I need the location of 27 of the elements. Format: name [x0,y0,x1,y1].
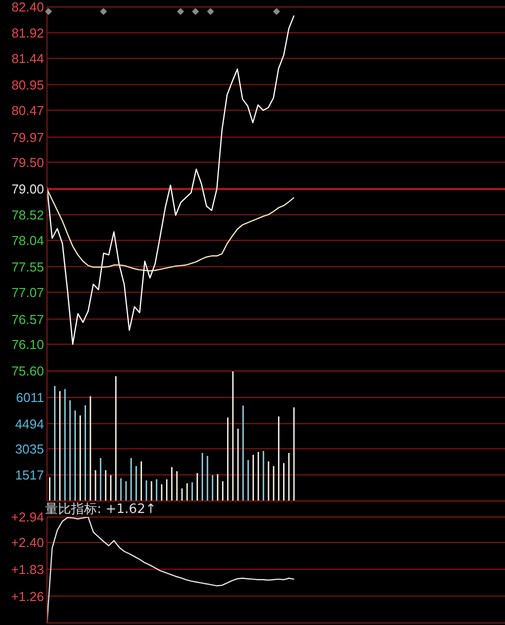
y-tick-label: 82.40 [11,0,44,15]
y-tick-label: 6011 [16,390,44,406]
y-tick-label: 77.55 [11,259,44,274]
y-tick-label: 76.10 [11,336,44,352]
y-tick-label: 76.57 [11,312,44,327]
y-tick-label: 78.04 [11,233,44,248]
y-tick-label: 80.95 [11,77,44,92]
y-tick-label: 77.07 [11,284,44,300]
y-tick-label: 75.60 [11,364,44,379]
chart-title: 量比指标: +1.62↑ [45,502,156,517]
y-tick-label: 80.47 [11,102,44,118]
y-tick-label: 81.92 [11,25,44,40]
y-tick-label: +1.83 [11,562,44,577]
y-tick-label: 81.44 [11,51,44,66]
y-tick-label: +2.40 [11,535,44,550]
y-tick-label: 79.50 [11,154,44,170]
y-tick-label: +1.26 [11,588,44,604]
line-series [46,517,295,623]
y-tick-label: 79.97 [11,130,44,145]
y-tick-label: +2.94 [11,510,44,525]
y-tick-label: 3035 [15,441,44,456]
line-series [46,188,295,272]
y-tick-label: 78.52 [11,207,44,222]
line-series [46,14,295,345]
y-tick-label: 4494 [15,416,44,432]
y-tick-label: 1517 [15,468,44,483]
y-tick-label: 79.00 [11,182,44,197]
